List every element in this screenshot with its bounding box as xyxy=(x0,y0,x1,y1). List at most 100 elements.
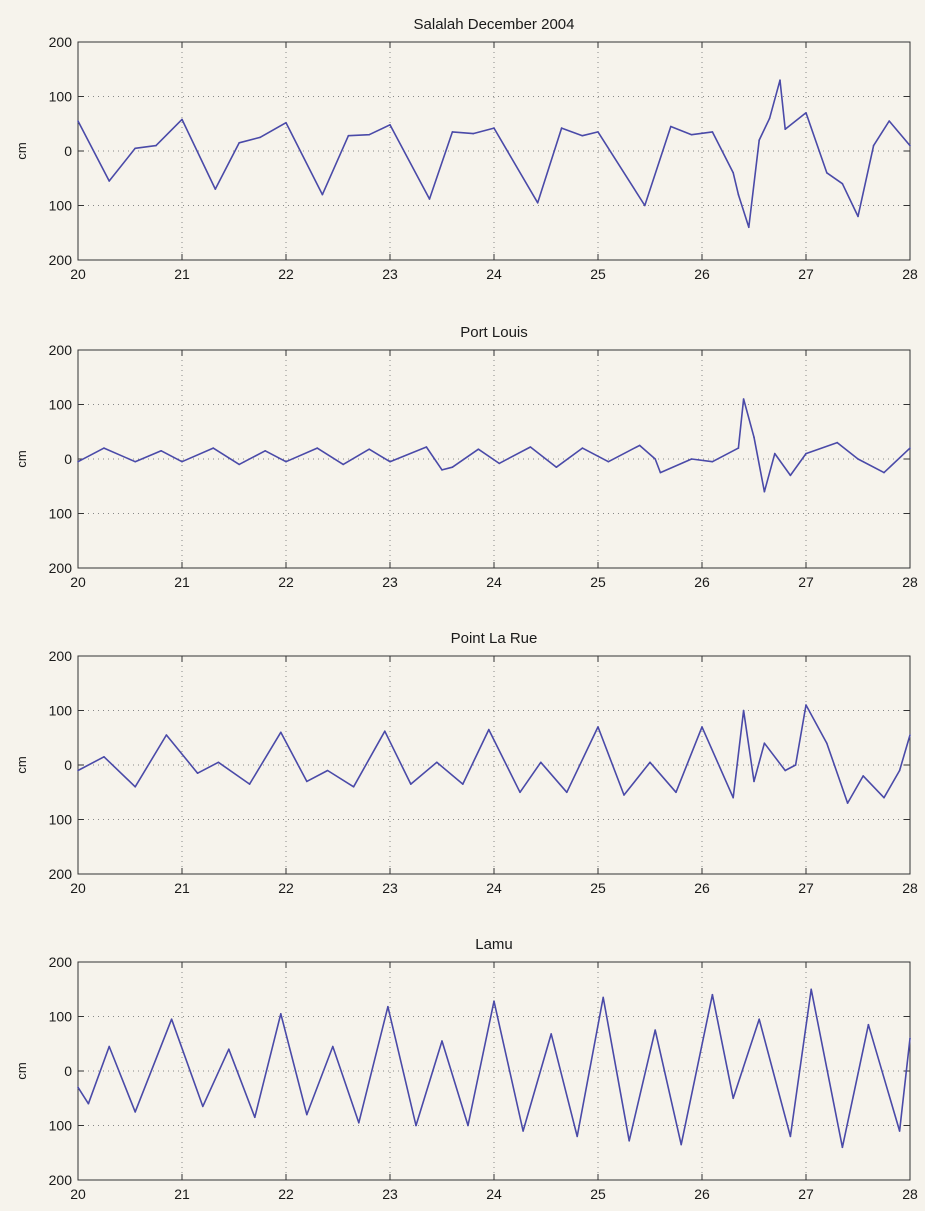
chart-title: Salalah December 2004 xyxy=(414,16,575,33)
y-tick-label: 100 xyxy=(49,703,73,719)
data-point xyxy=(428,198,431,200)
data-point xyxy=(711,131,714,133)
x-tick-label: 28 xyxy=(902,574,918,590)
data-point xyxy=(857,215,859,218)
data-point xyxy=(742,398,745,400)
panel-port-louis: 20 21 22 23 24 25 26 27 28 200 100 0 100 200 Port Lou… xyxy=(14,324,918,590)
y-tick-label: 200 xyxy=(49,34,73,50)
x-tick-label: 25 xyxy=(590,266,606,282)
data-point xyxy=(103,447,105,449)
data-point xyxy=(560,127,563,129)
data-point xyxy=(134,147,136,150)
y-tick-label: 200 xyxy=(49,954,73,970)
data-point xyxy=(368,448,371,451)
data-point xyxy=(342,463,345,466)
data-point xyxy=(644,204,646,207)
data-point xyxy=(155,144,157,147)
data-point xyxy=(498,462,501,465)
data-point xyxy=(555,466,558,469)
data-point xyxy=(711,993,714,996)
data-point xyxy=(217,761,220,764)
x-tick-label: 21 xyxy=(174,266,190,282)
data-point xyxy=(680,1143,682,1146)
data-point xyxy=(536,202,539,204)
data-point xyxy=(909,144,911,147)
data-point xyxy=(280,1013,282,1015)
data-point xyxy=(519,791,521,794)
data-point xyxy=(690,458,693,460)
data-trace xyxy=(77,988,911,1149)
y-tick-label: 0 xyxy=(64,451,72,467)
data-point xyxy=(737,193,740,196)
data-point xyxy=(857,458,859,460)
data-point xyxy=(690,133,693,136)
data-point xyxy=(134,460,136,463)
data-point xyxy=(638,444,641,447)
data-point xyxy=(763,742,766,744)
data-point xyxy=(623,794,625,796)
x-tick-label: 23 xyxy=(382,880,398,896)
data-point xyxy=(389,460,391,463)
y-tick-label: 100 xyxy=(49,1118,73,1134)
data-point xyxy=(784,769,786,772)
data-point xyxy=(779,79,781,81)
series-line xyxy=(77,704,911,804)
data-point xyxy=(836,441,838,444)
data-point xyxy=(77,460,79,463)
data-point xyxy=(758,1018,760,1020)
data-point xyxy=(306,1113,308,1116)
data-point xyxy=(316,447,319,449)
data-point xyxy=(607,460,610,463)
y-axis-label: cm xyxy=(14,450,29,467)
data-point xyxy=(774,452,776,455)
data-trace xyxy=(77,79,911,229)
data-point xyxy=(883,471,885,474)
data-point xyxy=(654,1029,656,1031)
data-point xyxy=(675,791,677,794)
x-tick-label: 23 xyxy=(382,1186,398,1202)
y-tick-label: 100 xyxy=(49,506,73,522)
data-point xyxy=(654,458,656,460)
data-point xyxy=(415,1124,417,1127)
data-point xyxy=(737,447,740,449)
data-point xyxy=(701,726,703,728)
chart-title: Lamu xyxy=(475,936,513,953)
data-point xyxy=(321,193,324,196)
data-point xyxy=(649,761,651,764)
x-tick-label: 27 xyxy=(798,266,814,282)
y-tick-label: 0 xyxy=(64,1063,72,1079)
data-point xyxy=(753,780,755,783)
grid xyxy=(78,656,910,874)
data-point xyxy=(784,128,786,130)
x-tick-label: 24 xyxy=(486,880,502,896)
data-point xyxy=(841,1146,844,1149)
data-point xyxy=(841,182,844,185)
data-trace xyxy=(77,398,911,493)
data-point xyxy=(488,728,490,731)
x-tick-label: 22 xyxy=(278,1186,294,1202)
x-tick-label: 24 xyxy=(486,266,502,282)
y-axis-label: cm xyxy=(14,142,29,159)
data-point xyxy=(462,783,464,785)
x-tick-label: 23 xyxy=(382,574,398,590)
x-tick-label: 28 xyxy=(902,266,918,282)
y-tick-label: 0 xyxy=(64,757,72,773)
data-point xyxy=(264,450,267,452)
data-trace xyxy=(77,704,911,804)
data-point xyxy=(358,1122,360,1124)
data-point xyxy=(909,447,911,449)
panel-salalah: 20 21 22 23 24 25 26 27 28 200 100 0 100 200 Salalah … xyxy=(14,16,918,282)
x-tick-label: 20 xyxy=(70,1186,86,1202)
data-point xyxy=(384,730,386,732)
data-point xyxy=(472,132,475,135)
x-tick-label: 26 xyxy=(694,574,710,590)
data-point xyxy=(872,144,875,147)
x-tick-label: 23 xyxy=(382,266,398,282)
panel-lamu: 20 21 22 23 24 25 26 27 28 200 100 0 100 200 Lamu cm xyxy=(14,936,918,1202)
data-point xyxy=(659,471,662,474)
data-point xyxy=(77,769,79,772)
x-tick-label: 22 xyxy=(278,574,294,590)
data-point xyxy=(522,1130,524,1132)
x-tick-label: 27 xyxy=(798,880,814,896)
ticks: 20 21 22 23 24 25 26 27 28 200 100 0 100 200 xyxy=(49,954,918,1202)
